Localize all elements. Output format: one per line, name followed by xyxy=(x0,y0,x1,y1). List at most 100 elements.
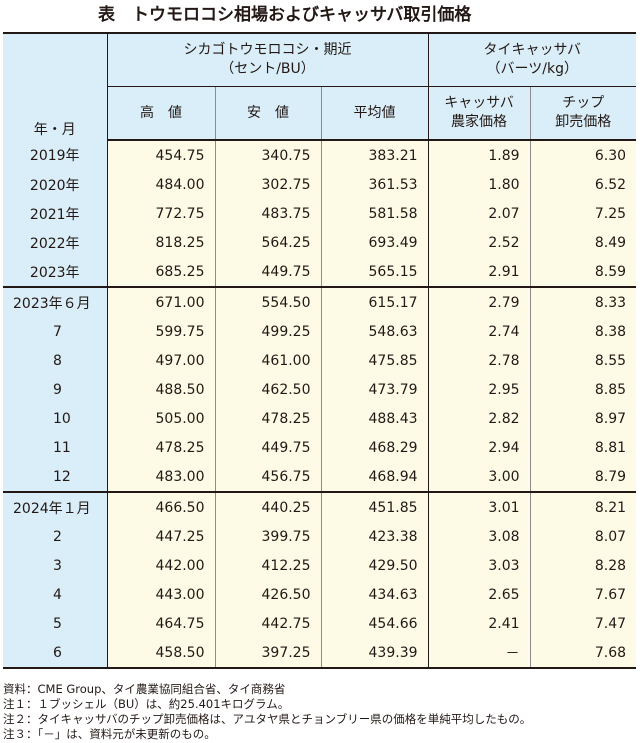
cell-farm-price: 2.07 xyxy=(428,199,531,228)
cell-chip-price: 8.59 xyxy=(530,257,637,287)
row-label: 2022年 xyxy=(3,228,108,257)
cell-avg: 581.58 xyxy=(321,199,429,228)
cell-avg: 548.63 xyxy=(321,317,429,346)
table-row: 6 458.50 397.25 439.39 － 7.68 xyxy=(3,638,637,668)
cell-chip-price: 8.49 xyxy=(530,228,637,257)
cell-chip-price: 8.28 xyxy=(530,551,637,580)
cell-low: 499.25 xyxy=(215,317,322,346)
note-3: 注３：「－」は、資料元が未更新のもの。 xyxy=(3,727,216,741)
header-group-cassava-line2: （バーツ/kg） xyxy=(486,61,578,77)
table-title: 表 トウモロコシ相場およびキャッサバ取引価格 xyxy=(98,5,472,25)
cell-farm-price: 3.00 xyxy=(428,462,531,492)
row-label: 2023年 xyxy=(3,257,108,287)
cell-farm-price: 2.82 xyxy=(428,404,531,433)
note-source: 資料：CME Group、タイ農業協同組合省、タイ商務省 xyxy=(3,682,286,696)
cell-high: 442.00 xyxy=(107,551,216,580)
cell-high: 443.00 xyxy=(107,580,216,609)
cell-high: 505.00 xyxy=(107,404,216,433)
cell-low: 462.50 xyxy=(215,375,322,404)
header-group-corn-line1: シカゴトウモロコシ・期近 xyxy=(183,42,352,58)
row-label: 7 xyxy=(3,317,108,346)
table-row: 2019年 454.75 340.75 383.21 1.89 6.30 xyxy=(3,140,637,170)
table-row: 5 464.75 442.75 454.66 2.41 7.47 xyxy=(3,609,637,638)
cell-low: 442.75 xyxy=(215,609,322,638)
cell-farm-price: 1.80 xyxy=(428,170,531,199)
cell-high: 478.25 xyxy=(107,433,216,462)
row-label: 9 xyxy=(3,375,108,404)
cell-chip-price: 7.25 xyxy=(530,199,637,228)
cell-farm-price: 2.95 xyxy=(428,375,531,404)
cell-low: 426.50 xyxy=(215,580,322,609)
row-label: 2023年６月 xyxy=(3,286,108,317)
cell-farm-price: 2.91 xyxy=(428,257,531,287)
cell-high: 464.75 xyxy=(107,609,216,638)
row-label: 12 xyxy=(3,462,108,492)
cell-farm-price: － xyxy=(428,638,531,668)
cell-low: 399.75 xyxy=(215,522,322,551)
cell-chip-price: 8.21 xyxy=(530,491,637,522)
cell-avg: 383.21 xyxy=(321,140,429,170)
cell-farm-price: 2.94 xyxy=(428,433,531,462)
cell-avg: 454.66 xyxy=(321,609,429,638)
table-row: 7 599.75 499.25 548.63 2.74 8.38 xyxy=(3,317,637,346)
cell-chip-price: 8.07 xyxy=(530,522,637,551)
price-table: 年・月 シカゴトウモロコシ・期近 （セント/BU） タイキャッサバ （バーツ/k… xyxy=(3,32,637,669)
cell-low: 302.75 xyxy=(215,170,322,199)
row-label: 10 xyxy=(3,404,108,433)
cell-chip-price: 8.97 xyxy=(530,404,637,433)
cell-avg: 565.15 xyxy=(321,257,429,287)
cell-avg: 488.43 xyxy=(321,404,429,433)
row-label: 6 xyxy=(3,638,108,668)
cell-farm-price: 2.78 xyxy=(428,346,531,375)
cell-chip-price: 7.47 xyxy=(530,609,637,638)
table-row: 4 443.00 426.50 434.63 2.65 7.67 xyxy=(3,580,637,609)
cell-farm-price: 2.52 xyxy=(428,228,531,257)
table-row: 2 447.25 399.75 423.38 3.08 8.07 xyxy=(3,522,637,551)
cell-low: 554.50 xyxy=(215,286,322,317)
row-label: 11 xyxy=(3,433,108,462)
cell-low: 483.75 xyxy=(215,199,322,228)
cell-low: 440.25 xyxy=(215,491,322,522)
cell-farm-price: 3.01 xyxy=(428,491,531,522)
cell-avg: 693.49 xyxy=(321,228,429,257)
note-1: 注１：１ブッシェル（BU）は、約25.401キログラム。 xyxy=(3,697,290,711)
cell-high: 497.00 xyxy=(107,346,216,375)
cell-low: 412.25 xyxy=(215,551,322,580)
table-row: 10 505.00 478.25 488.43 2.82 8.97 xyxy=(3,404,637,433)
cell-chip-price: 8.81 xyxy=(530,433,637,462)
header-farm-price: キャッサバ 農家価格 xyxy=(428,86,531,141)
cell-farm-price: 3.03 xyxy=(428,551,531,580)
cell-chip-price: 8.55 xyxy=(530,346,637,375)
cell-farm-price: 2.79 xyxy=(428,286,531,317)
cell-chip-price: 8.79 xyxy=(530,462,637,492)
cell-high: 488.50 xyxy=(107,375,216,404)
table-body: 2019年 454.75 340.75 383.21 1.89 6.30 2020年 484.… xyxy=(3,140,637,668)
cell-high: 484.00 xyxy=(107,170,216,199)
header-group-cassava: タイキャッサバ （バーツ/kg） xyxy=(428,33,637,87)
cell-avg: 475.85 xyxy=(321,346,429,375)
table-row: 2023年 685.25 449.75 565.15 2.91 8.59 xyxy=(3,257,637,287)
cell-low: 449.75 xyxy=(215,433,322,462)
cell-farm-price: 3.08 xyxy=(428,522,531,551)
table-row: 8 497.00 461.00 475.85 2.78 8.55 xyxy=(3,346,637,375)
cell-high: 671.00 xyxy=(107,286,216,317)
header-chip-price-line2: 卸売価格 xyxy=(555,114,612,130)
cell-avg: 615.17 xyxy=(321,286,429,317)
cell-high: 685.25 xyxy=(107,257,216,287)
cell-low: 456.75 xyxy=(215,462,322,492)
row-label: 2024年１月 xyxy=(3,491,108,522)
row-label: 8 xyxy=(3,346,108,375)
cell-low: 564.25 xyxy=(215,228,322,257)
header-avg: 平均値 xyxy=(321,86,429,141)
row-label: 2021年 xyxy=(3,199,108,228)
cell-chip-price: 8.33 xyxy=(530,286,637,317)
table-row: 3 442.00 412.25 429.50 3.03 8.28 xyxy=(3,551,637,580)
cell-low: 397.25 xyxy=(215,638,322,668)
cell-low: 461.00 xyxy=(215,346,322,375)
cell-chip-price: 7.68 xyxy=(530,638,637,668)
cell-low: 449.75 xyxy=(215,257,322,287)
cell-low: 478.25 xyxy=(215,404,322,433)
table-row: 9 488.50 462.50 473.79 2.95 8.85 xyxy=(3,375,637,404)
cell-farm-price: 2.41 xyxy=(428,609,531,638)
row-label: 2019年 xyxy=(3,140,108,170)
